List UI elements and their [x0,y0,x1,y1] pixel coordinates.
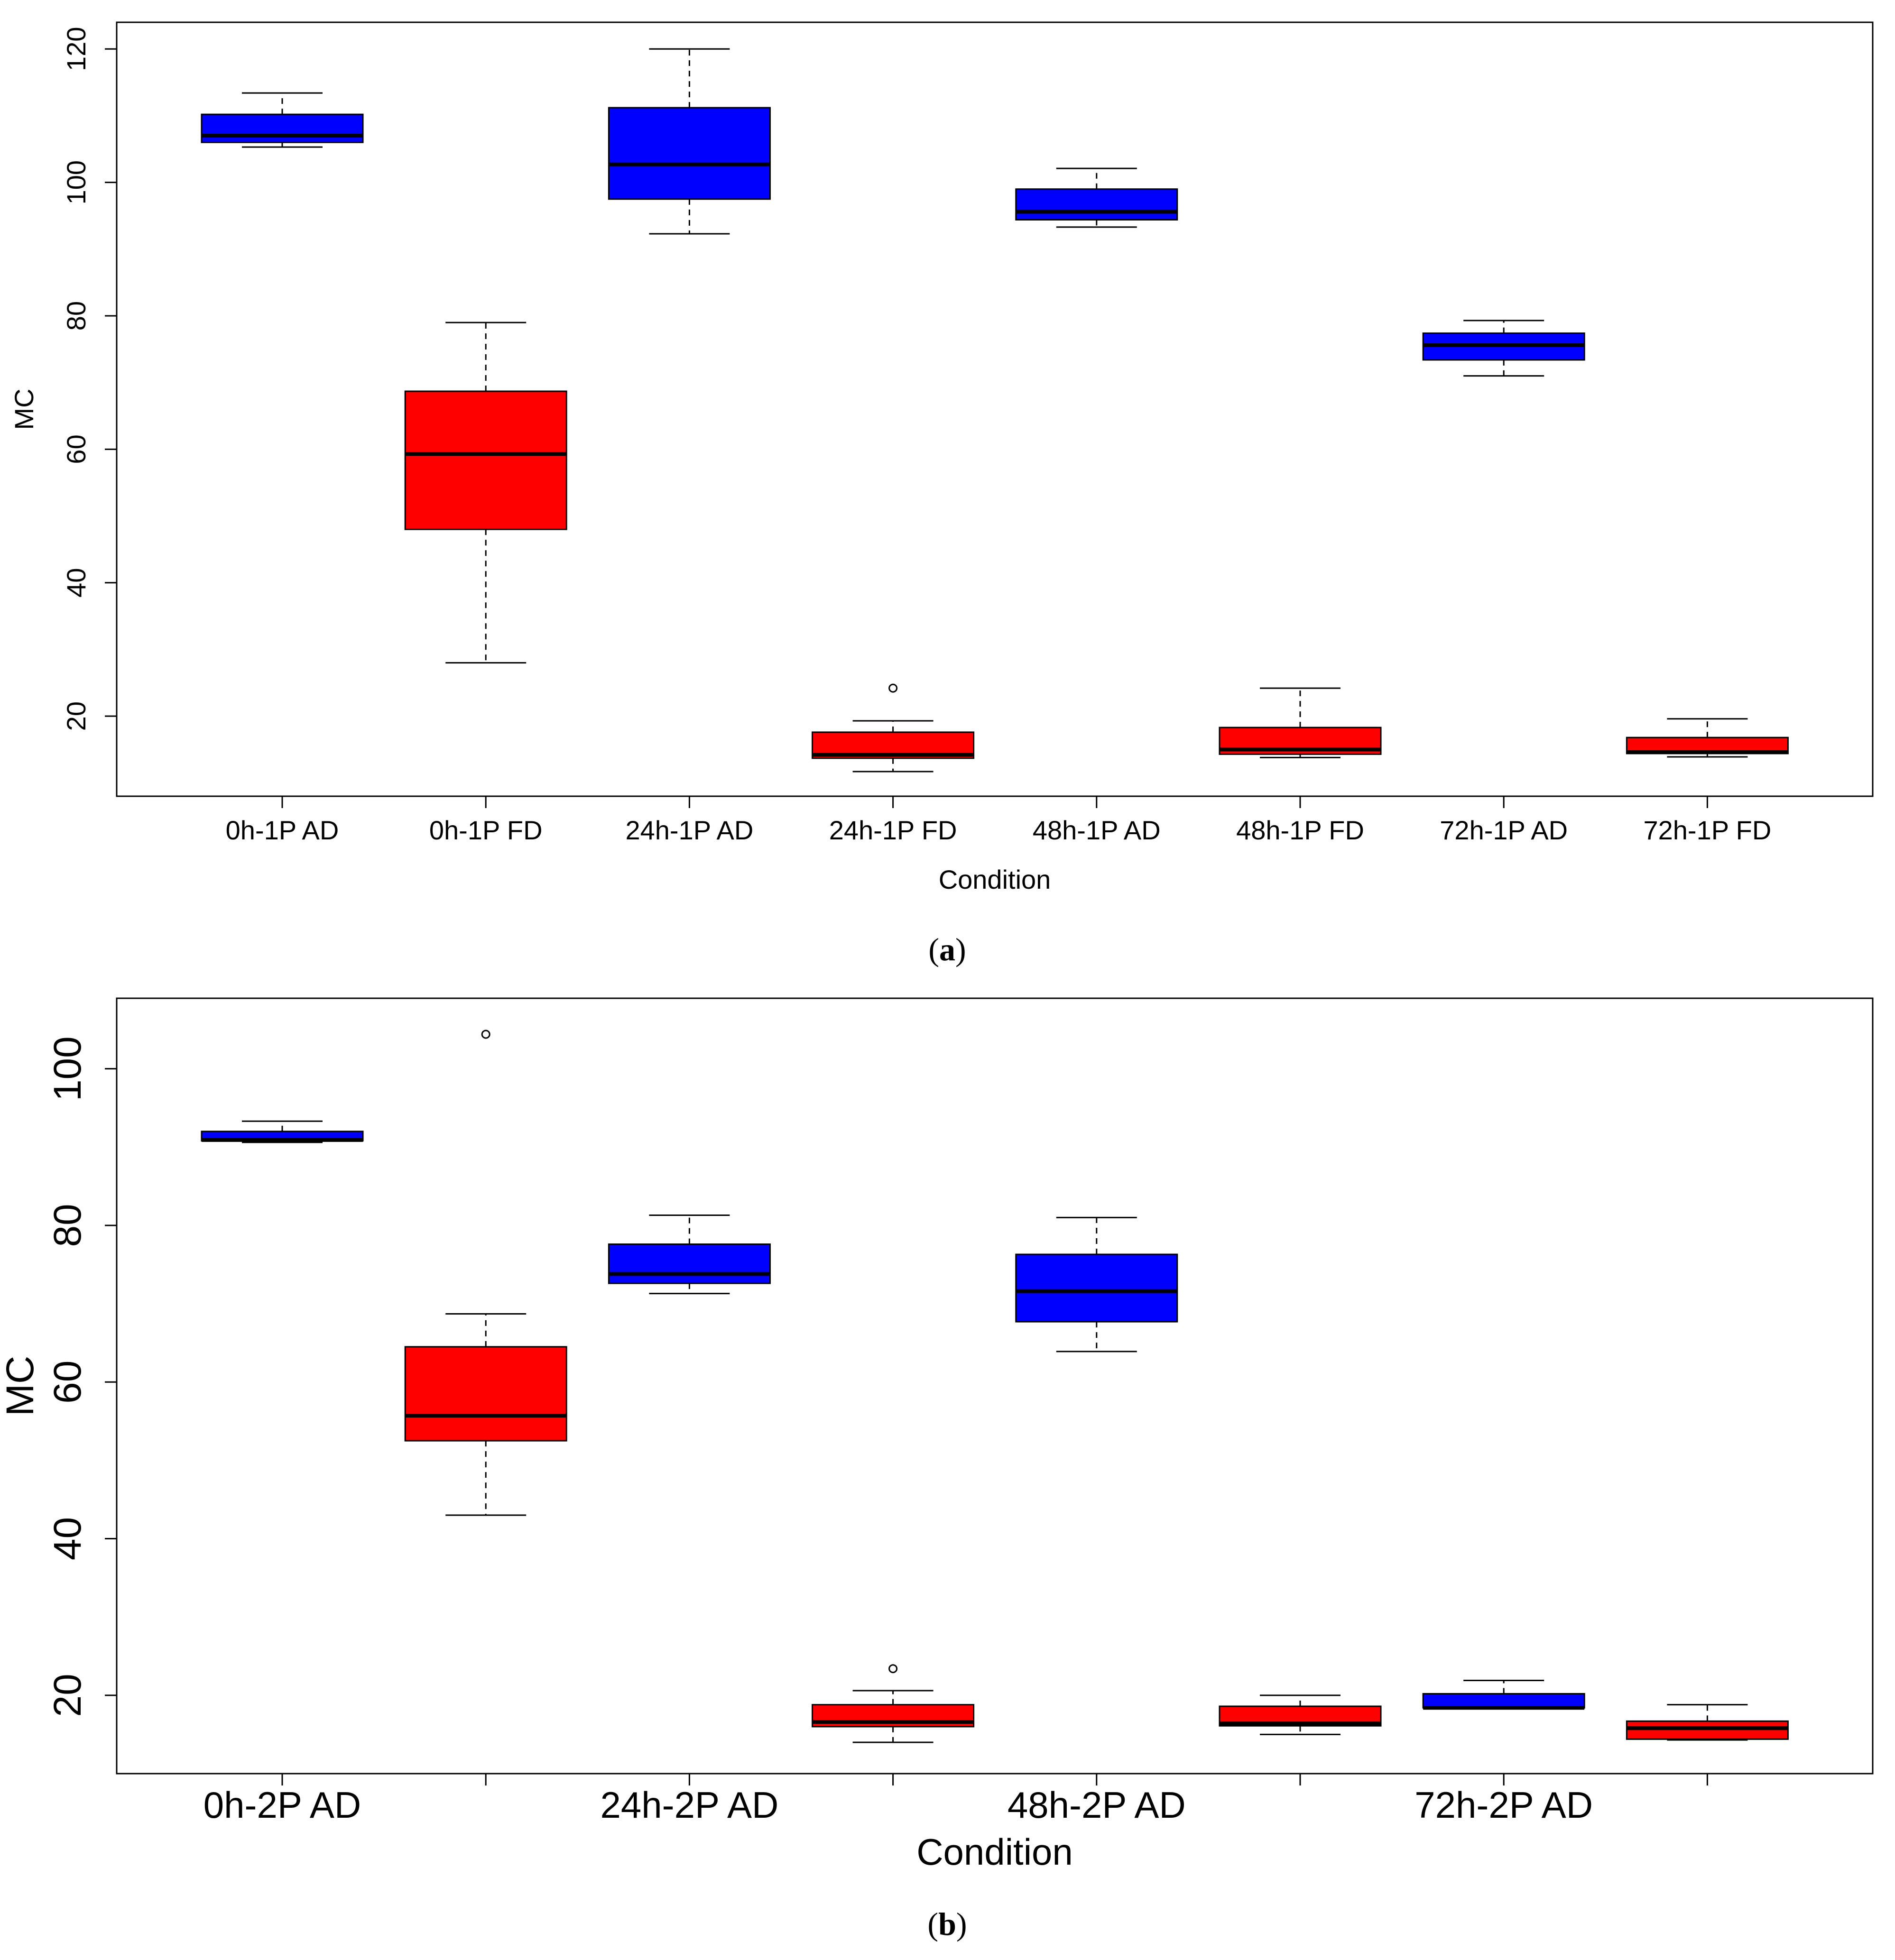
box-24h-2p-ad [608,1214,771,1295]
x-tick-label: 48h-1P FD [1236,815,1364,845]
box-0h-1p-ad [201,92,364,148]
y-axis-title: MC [0,1356,42,1417]
box-72h-1p-ad [1422,320,1585,377]
panel-label: (a) [928,931,966,967]
box-72h-2p-ad [1422,1679,1585,1710]
panel-label-open-paren: ( [927,1906,938,1942]
x-tick-label: 72h-2P AD [1414,1784,1593,1826]
x-tick-label: 0h-2P AD [203,1784,361,1826]
x-tick-label: 48h-2P AD [1008,1784,1186,1826]
chart-panel-b: 20 40 60 80 100 0h-2P AD 24h-2P AD 48h-2P AD 72h… [0,997,1874,1942]
y-tick-label: 80 [46,1204,89,1247]
panel-label-open-paren: ( [928,931,939,967]
plot-frame [116,997,1874,1775]
y-axis-title: MC [9,388,39,430]
iqr-box [1015,1253,1178,1323]
iqr-box [1015,188,1178,221]
y-tick-label: 60 [46,1361,89,1404]
box-24h-2p-fd [812,1664,975,1743]
panel-label-close-paren: ) [955,931,966,967]
box-24h-1p-fd [812,683,975,773]
iqr-box [1422,1693,1585,1709]
y-tick-label: 100 [46,1036,89,1101]
x-axis-title: Condition [939,865,1051,894]
x-tick-label: 24h-1P FD [829,815,957,845]
iqr-box [404,1346,567,1442]
iqr-box [1626,1720,1789,1740]
box-0h-2p-fd [404,1030,567,1516]
x-tick-label: 72h-1P AD [1440,815,1568,845]
x-tick-label: 0h-1P AD [226,815,339,845]
y-tick-label: 40 [46,1517,89,1560]
y-tick-label: 120 [61,27,91,71]
panel-label-close-paren: ) [956,1906,967,1942]
x-tick-label: 24h-2P AD [600,1784,778,1826]
y-tick-label: 20 [61,701,91,731]
y-tick-label: 60 [61,434,91,464]
iqr-box [608,107,771,200]
outlier-point [888,1664,898,1674]
box-72h-2p-fd [1626,1704,1789,1741]
outlier-point [888,683,898,693]
y-tick-label: 40 [61,568,91,598]
box-48h-1p-ad [1015,167,1178,228]
panel-label-letter: a [939,931,955,967]
x-tick-label: 72h-1P FD [1644,815,1772,845]
box-0h-2p-ad [201,1120,364,1143]
x-tick-label: 24h-1P AD [625,815,753,845]
x-tick-label: 48h-1P AD [1033,815,1161,845]
box-48h-2p-fd [1219,1694,1382,1735]
x-axis-title: Condition [916,1831,1073,1873]
panel-label: (b) [927,1906,967,1942]
outlier-point [481,1030,490,1039]
box-48h-2p-ad [1015,1216,1178,1353]
panel-label-letter: b [938,1906,956,1942]
x-tick-label: 0h-1P FD [429,815,543,845]
iqr-box [404,390,567,530]
iqr-box [201,113,364,143]
y-tick-label: 100 [61,160,91,204]
box-72h-1p-fd [1626,718,1789,758]
iqr-box [608,1243,771,1284]
box-0h-1p-fd [404,322,567,664]
box-48h-1p-fd [1219,687,1382,758]
plot-frame [116,21,1874,797]
y-tick-label: 20 [46,1674,89,1717]
box-24h-1p-ad [608,48,771,235]
chart-panel-a: 20 40 60 80 100 120 0h-1P AD 0h-1P FD 24h-1P AD 2… [9,21,1874,967]
y-tick-label: 80 [61,301,91,331]
